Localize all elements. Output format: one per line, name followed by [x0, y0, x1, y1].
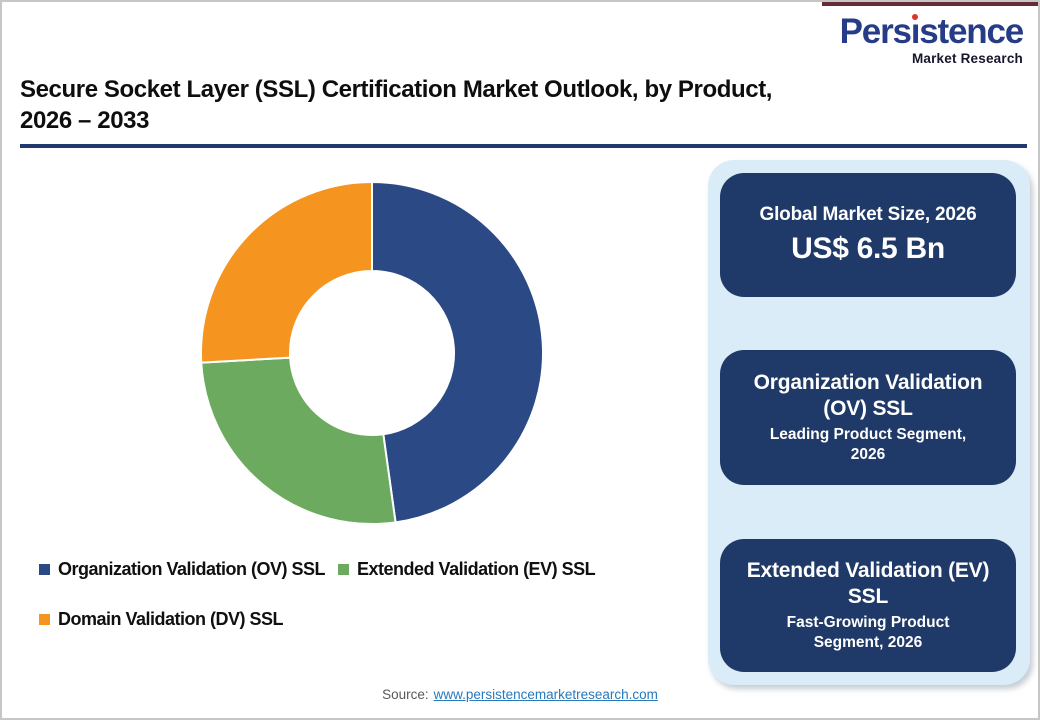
card-global-market-size-value: US$ 6.5 Bn — [791, 232, 945, 265]
donut-slice-1 — [200, 356, 397, 525]
legend-swatch-blue — [39, 564, 50, 575]
source-line: Source: www.persistencemarketresearch.com — [2, 687, 1038, 702]
top-edge-accent-strip — [822, 2, 1038, 6]
page-title-line2: 2026 – 2033 — [20, 107, 150, 134]
page-title-line1: Secure Socket Layer (SSL) Certification … — [20, 76, 773, 103]
legend-item-ov-ssl: Organization Validation (OV) SSL — [39, 559, 326, 580]
card-leading-segment-title: Organization Validation (OV) SSL — [753, 371, 983, 420]
chart-legend: Organization Validation (OV) SSL Extende… — [39, 559, 596, 630]
page-title: Secure Socket Layer (SSL) Certification … — [20, 74, 960, 136]
card-global-market-size: Global Market Size, 2026 US$ 6.5 Bn — [720, 173, 1016, 297]
legend-item-dv-ssl: Domain Validation (DV) SSL — [39, 609, 284, 630]
highlights-panel: Global Market Size, 2026 US$ 6.5 Bn Orga… — [708, 160, 1030, 685]
legend-swatch-green — [338, 564, 350, 575]
logo-letter-i: ı — [910, 12, 920, 51]
legend-swatch-orange — [39, 614, 50, 625]
donut-slice-0 — [371, 180, 545, 524]
title-underline — [20, 144, 1027, 148]
source-label: Source: — [382, 687, 429, 702]
pmr-logo: Persı stence Market Research — [839, 12, 1024, 66]
donut-slice-2 — [200, 180, 373, 364]
pmr-logo-subtitle: Market Research — [911, 51, 1023, 66]
legend-row-2: Domain Validation (DV) SSL — [39, 609, 595, 630]
logo-i-red-dot-icon — [912, 14, 919, 20]
legend-row-1: Organization Validation (OV) SSL Extende… — [39, 559, 596, 580]
pmr-logo-wordmark: Persı stence — [839, 12, 1024, 51]
logo-text-post: stence — [919, 12, 1024, 51]
card-leading-segment-subtitle: Leading Product Segment, 2026 — [769, 426, 967, 463]
card-leading-segment: Organization Validation (OV) SSL Leading… — [720, 350, 1016, 485]
card-fast-growing-segment-title: Extended Validation (EV) SSL — [746, 559, 990, 608]
card-global-market-size-title: Global Market Size, 2026 — [759, 204, 977, 225]
source-link[interactable]: www.persistencemarketresearch.com — [433, 687, 658, 702]
donut-chart — [200, 180, 545, 525]
legend-item-ev-ssl: Extended Validation (EV) SSL — [338, 559, 596, 580]
card-fast-growing-segment: Extended Validation (EV) SSL Fast-Growin… — [720, 539, 1016, 672]
logo-text-pre: Pers — [839, 12, 912, 51]
card-fast-growing-segment-subtitle: Fast-Growing Product Segment, 2026 — [786, 614, 950, 651]
